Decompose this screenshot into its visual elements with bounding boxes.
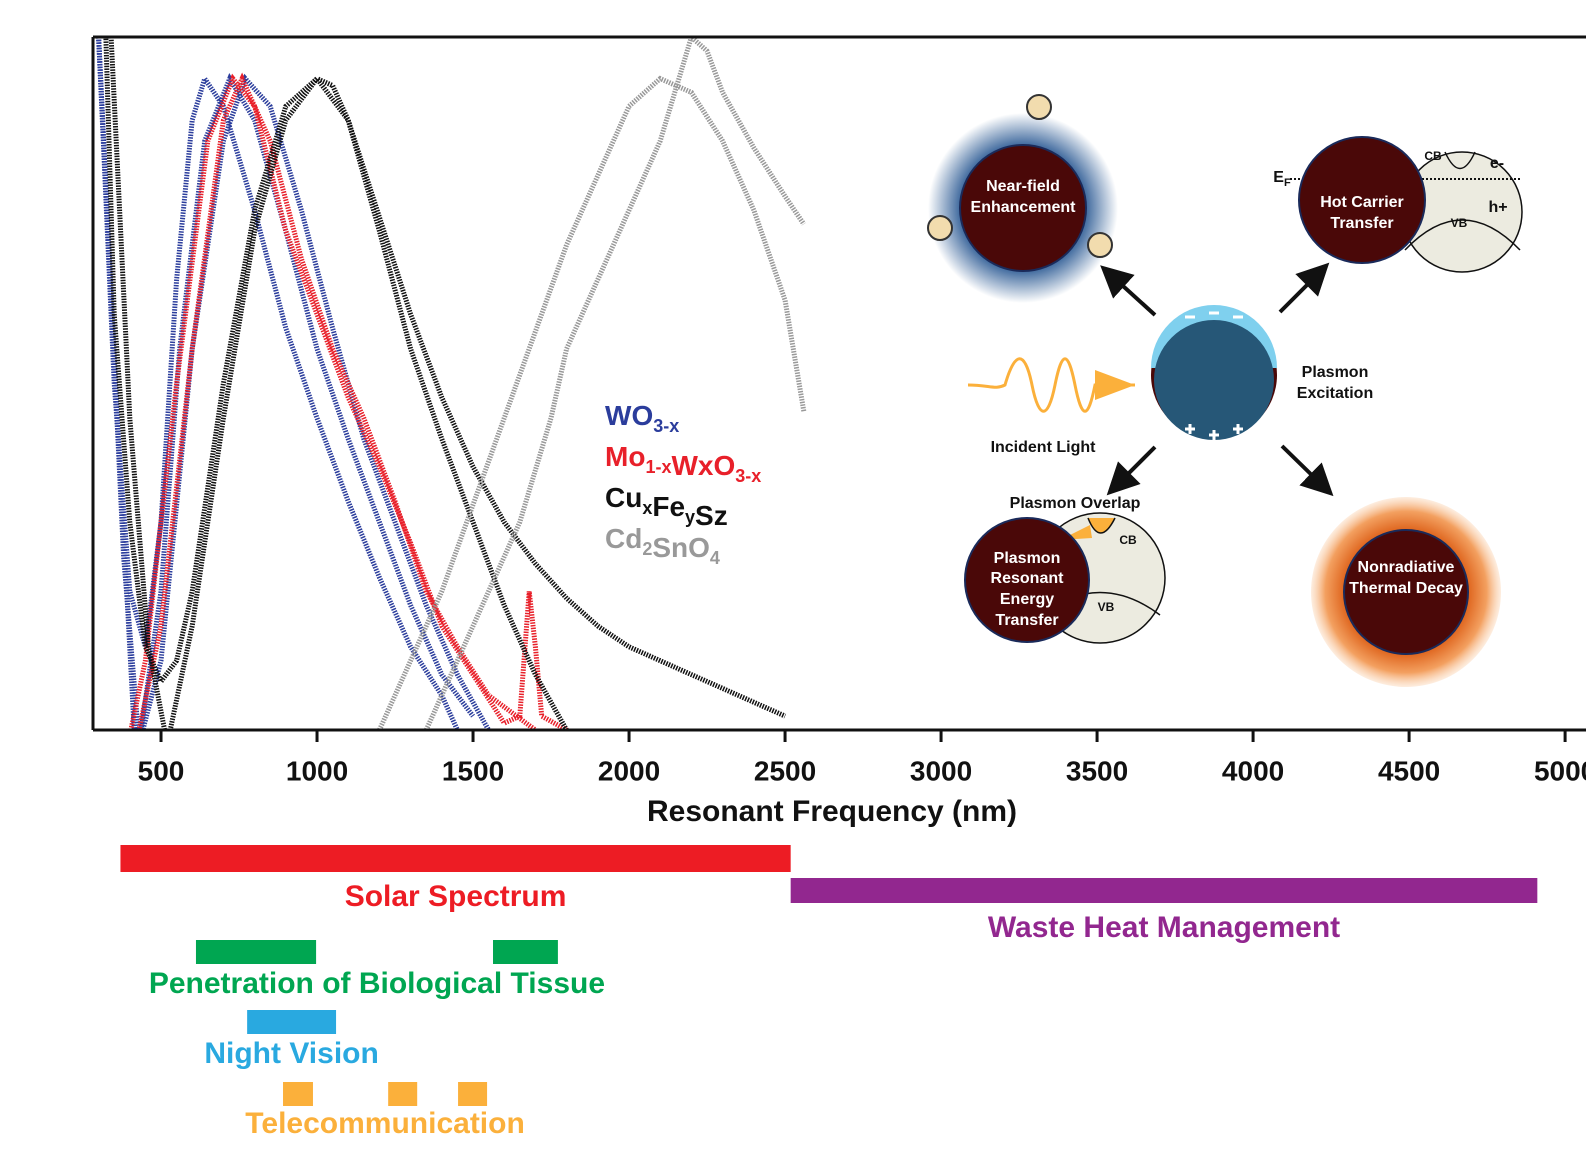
label: Excitation: [1297, 385, 1373, 402]
band-bar: [247, 1010, 337, 1034]
spectrum-line: [128, 73, 568, 730]
label: Transfer: [995, 612, 1058, 629]
x-tick-label: 3500: [1066, 755, 1128, 786]
band-label: Penetration of Biological Tissue: [149, 967, 605, 1000]
plasmon-diagram: Near-field Enhancement Hot Carrier Trans…: [927, 94, 1523, 687]
x-axis-title: Resonant Frequency (nm): [647, 795, 1017, 828]
label: Resonant: [991, 570, 1065, 587]
legend-entry: Cd2SnO4: [605, 523, 720, 567]
band: [1404, 219, 1521, 251]
particle: [1343, 529, 1469, 655]
band-bar: [120, 845, 791, 872]
fermi-label: EF: [1273, 169, 1291, 189]
arrow: [1278, 262, 1330, 314]
x-tick-label: 4000: [1222, 755, 1284, 786]
band-bar: [790, 878, 1538, 903]
legend-entry: Mo1-xWxO3-x: [605, 441, 761, 485]
band-label: Solar Spectrum: [345, 880, 567, 913]
label: Enhancement: [971, 199, 1077, 216]
particle: [1298, 136, 1426, 264]
x-tick-label: 4500: [1378, 755, 1440, 786]
label: Thermal Decay: [1349, 580, 1463, 597]
band: [1444, 151, 1476, 170]
x-tick-label: 2000: [598, 755, 660, 786]
particle: [964, 517, 1090, 643]
charges: [1185, 311, 1243, 440]
legend-entry: CuxFeySz: [605, 482, 728, 531]
x-tick-label: 2500: [754, 755, 816, 786]
molecule: [1026, 94, 1052, 120]
arrow: [1100, 265, 1157, 317]
band-bar: [458, 1082, 488, 1106]
x-tick-label: 3000: [910, 755, 972, 786]
plot-area: [96, 37, 807, 730]
label: Nonradiative: [1358, 559, 1455, 576]
x-tick-label: 1500: [442, 755, 504, 786]
vb-label: VB: [1451, 216, 1468, 230]
application-bands: Solar Spectrum Waste Heat Management Penet…: [120, 845, 1538, 1140]
label: Plasmon: [994, 550, 1061, 567]
label: Plasmon Overlap: [1010, 495, 1141, 512]
band-bar: [493, 940, 558, 964]
spectrum-line: [96, 37, 491, 730]
label: Plasmon: [1302, 364, 1369, 381]
molecule: [1087, 232, 1113, 258]
band-label: Telecommunication: [245, 1107, 525, 1140]
band: [1087, 517, 1116, 534]
arrow: [1280, 444, 1334, 497]
x-tick-label: 1000: [286, 755, 348, 786]
legend-entry: WO3-x: [605, 400, 679, 435]
cb-label: CB: [1119, 533, 1137, 547]
molecule: [927, 215, 953, 241]
hole-label: h+: [1488, 199, 1507, 216]
x-tick-label: 5000: [1534, 755, 1586, 786]
label: Near-field: [986, 178, 1060, 195]
band-bar: [388, 1082, 418, 1106]
spectrum-line: [423, 37, 806, 730]
label: Incident Light: [991, 439, 1097, 456]
axes: Resonant Frequency (nm) 500 1000 1500 2000 2…: [91, 35, 1586, 828]
particle: [959, 144, 1087, 272]
band-label: Waste Heat Management: [988, 911, 1340, 944]
x-tick-label: 500: [138, 755, 185, 786]
fermi-subscript: F: [1284, 177, 1291, 189]
spectrum-line: [377, 75, 807, 730]
spectrum-line: [136, 72, 537, 730]
band-bar: [283, 1082, 313, 1106]
light-wave: [967, 357, 1135, 413]
particle-core: [1154, 320, 1274, 440]
label: Energy: [1000, 591, 1054, 608]
label: Transfer: [1330, 215, 1393, 232]
spectrum-line: [103, 37, 787, 719]
vb-label: VB: [1098, 600, 1115, 614]
fermi-symbol: E: [1273, 169, 1284, 186]
label: Hot Carrier: [1320, 194, 1404, 211]
band-label: Night Vision: [204, 1037, 378, 1070]
arrow: [1106, 445, 1157, 496]
electron-label: e-: [1490, 155, 1504, 172]
light-arrow: [1095, 370, 1135, 400]
band-bar: [195, 940, 317, 964]
cb-label: CB: [1424, 149, 1442, 163]
